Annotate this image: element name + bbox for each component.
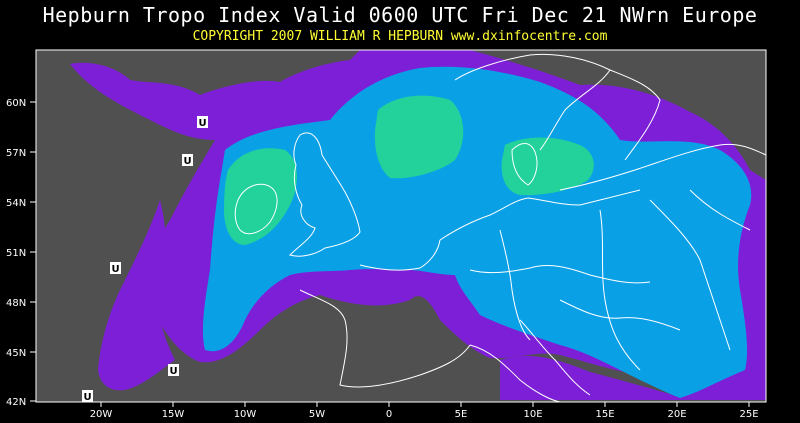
station-marker: U (197, 116, 208, 129)
lon-label-5w: 5W (309, 409, 325, 420)
station-marker: U (110, 262, 121, 275)
station-markers: U U U U U (82, 116, 208, 403)
station-marker-label: U (83, 392, 91, 403)
lon-label-10w: 10W (234, 409, 257, 420)
lon-label-5e: 5E (455, 409, 468, 420)
index-zone-green-northsea (374, 95, 464, 179)
lon-label-10e: 10E (523, 409, 542, 420)
station-marker: U (82, 390, 93, 403)
station-marker-label: U (183, 156, 191, 167)
lat-label-57n: 57N (6, 148, 26, 159)
lat-label-42n: 42N (6, 397, 26, 408)
station-marker-label: U (198, 118, 206, 129)
lat-label-60n: 60N (6, 98, 26, 109)
index-zone-green-ireland (224, 148, 297, 245)
map-title: Hepburn Tropo Index Valid 0600 UTC Fri D… (42, 3, 758, 27)
station-marker: U (182, 154, 193, 167)
lat-label-54n: 54N (6, 198, 26, 209)
lon-label-25e: 25E (739, 409, 758, 420)
station-marker: U (168, 364, 179, 377)
copyright-line: COPYRIGHT 2007 WILLIAM R HEPBURN www.dxi… (192, 29, 608, 44)
lon-label-20w: 20W (90, 409, 113, 420)
lon-label-15w: 15W (162, 409, 185, 420)
longitude-axis: 20W 15W 10W 5W 0 5E 10E 15E 20E 25E (90, 402, 759, 420)
latitude-axis: 60N 57N 54N 51N 48N 45N 42N (6, 98, 36, 408)
index-zone-light-blue (202, 66, 752, 399)
station-marker-label: U (111, 264, 119, 275)
lon-label-0: 0 (386, 409, 392, 420)
lat-label-48n: 48N (6, 298, 26, 309)
station-marker-label: U (169, 366, 177, 377)
lon-label-15e: 15E (595, 409, 614, 420)
index-zone-purple-sw (98, 200, 175, 391)
index-zone-purple-south (500, 355, 690, 400)
index-zone-green-denmark (501, 137, 594, 196)
map-frame-border (35, 49, 767, 403)
coastlines (234, 53, 767, 403)
lat-label-51n: 51N (6, 248, 26, 259)
lon-label-20e: 20E (667, 409, 686, 420)
lat-label-45n: 45N (6, 348, 26, 359)
